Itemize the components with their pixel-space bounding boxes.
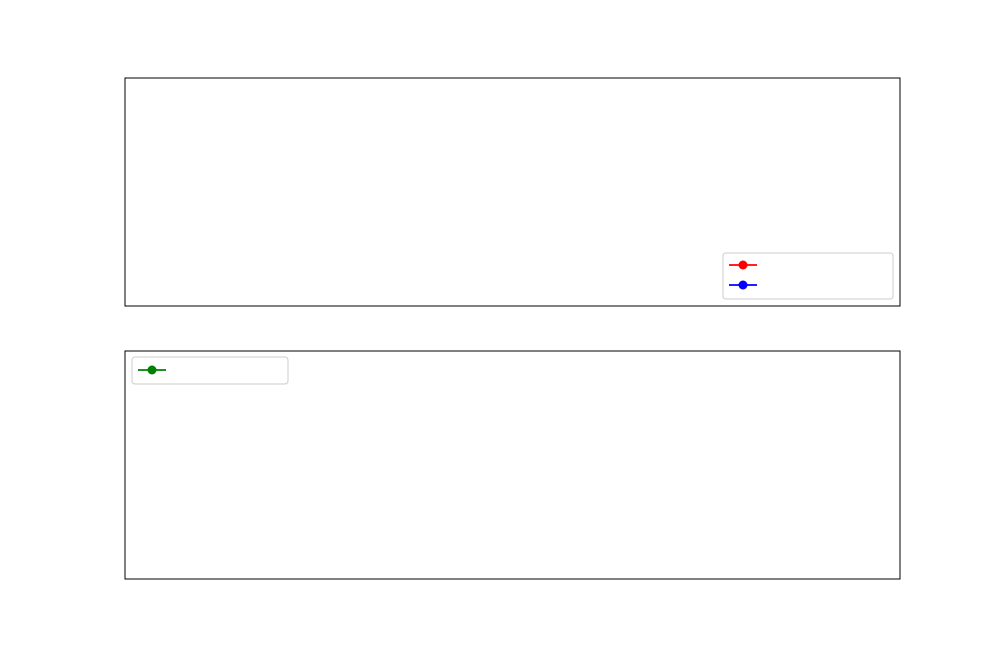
bottom-legend-marker-totale [147, 365, 157, 375]
chart-bottom [124, 350, 901, 580]
top-axes-frame [124, 77, 901, 307]
top-legend [722, 252, 894, 300]
bottom-legend [131, 356, 289, 385]
top-legend-marker-helice-2 [738, 280, 748, 290]
chart-top [124, 77, 901, 307]
bottom-legend-box [131, 356, 289, 385]
top-legend-box [722, 252, 894, 300]
top-legend-marker-helice-1 [738, 260, 748, 270]
bottom-axes-frame [124, 350, 901, 580]
